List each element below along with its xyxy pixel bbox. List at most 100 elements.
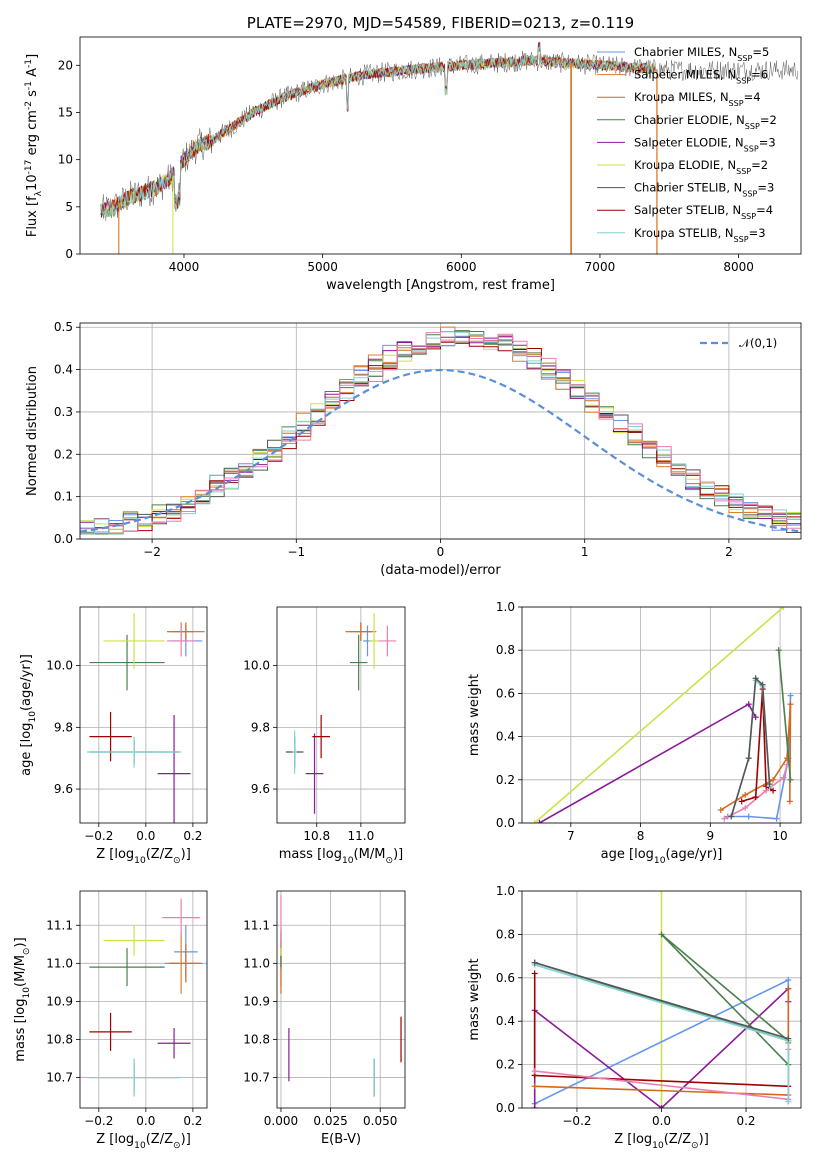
x-tick-label: 0.0 bbox=[136, 829, 155, 843]
y-tick-label: 0.0 bbox=[496, 1101, 515, 1115]
chart-title: PLATE=2970, MJD=54589, FIBERID=0213, z=0… bbox=[247, 14, 634, 32]
x-tick-label: 0 bbox=[437, 545, 445, 559]
y-tick-label: 0.4 bbox=[54, 363, 73, 377]
legend-label: Salpeter MILES, NSSP=6 bbox=[634, 68, 768, 86]
panel-mass-vs-EBV: 0.000 0.025 0.050 10.7 10.8 10.9 11.0 11.1 E(B-V… bbox=[243, 890, 406, 1147]
y-tick-label: 0.0 bbox=[54, 532, 73, 546]
x-axis-label: Z [log10(Z/Z⊙)] bbox=[614, 1132, 709, 1151]
x-tick-label: 5000 bbox=[307, 260, 338, 274]
plot-area bbox=[87, 898, 203, 1097]
x-axis-label: wavelength [Angstrom, rest frame] bbox=[326, 278, 555, 293]
x-tick-label: 0.0 bbox=[652, 1114, 671, 1128]
y-tick-label: 11.0 bbox=[243, 956, 270, 970]
axes-frame bbox=[276, 890, 406, 1109]
x-tick-label: −2 bbox=[143, 545, 161, 559]
y-tick-label: 15 bbox=[58, 105, 73, 119]
y-tick-label: 10.8 bbox=[243, 1032, 270, 1046]
y-tick-label: 9.6 bbox=[251, 782, 270, 796]
legend-label: Chabrier ELODIE, NSSP=2 bbox=[634, 113, 777, 131]
y-axis-label: Normed distribution bbox=[25, 366, 40, 496]
y-tick-label: 11.1 bbox=[243, 918, 270, 932]
y-tick-label: 9.6 bbox=[54, 782, 73, 796]
x-tick-label: 0.025 bbox=[313, 1114, 347, 1128]
legend-label: Chabrier MILES, NSSP=5 bbox=[634, 45, 769, 63]
x-axis-label: (data-model)/error bbox=[380, 563, 501, 578]
axes-frame bbox=[79, 606, 208, 824]
axes-frame bbox=[276, 606, 406, 824]
x-tick-label: 0.2 bbox=[736, 1114, 755, 1128]
y-tick-label: 0.4 bbox=[496, 730, 515, 744]
plot-area bbox=[531, 607, 794, 823]
x-axis-label: mass [log10(M/M⊙)] bbox=[279, 847, 403, 866]
y-tick-label: 0.6 bbox=[496, 686, 515, 700]
plot-area bbox=[100, 41, 799, 254]
x-tick-label: 8000 bbox=[723, 260, 754, 274]
spectrum-line bbox=[100, 44, 656, 218]
x-tick-label: −0.2 bbox=[562, 1114, 591, 1128]
y-tick-label: 0.8 bbox=[496, 643, 515, 657]
y-tick-label: 9.8 bbox=[251, 720, 270, 734]
legend-label: Salpeter STELIB, NSSP=4 bbox=[634, 203, 773, 221]
x-tick-label: 0.000 bbox=[264, 1114, 298, 1128]
y-tick-label: 11.1 bbox=[46, 918, 73, 932]
legend-label: Kroupa MILES, NSSP=4 bbox=[634, 90, 761, 108]
spectrum-line bbox=[100, 44, 656, 218]
x-tick-label: 10 bbox=[772, 829, 787, 843]
x-tick-label: 8 bbox=[637, 829, 645, 843]
panel-spectrum: 4000 5000 6000 7000 8000 0 5 10 15 20 wavelength [… bbox=[24, 14, 802, 293]
x-axis-label: E(B-V) bbox=[321, 1132, 361, 1147]
y-tick-label: 10 bbox=[58, 153, 73, 167]
x-tick-label: 0.0 bbox=[136, 1114, 155, 1128]
legend-label: Chabrier STELIB, NSSP=3 bbox=[634, 181, 774, 199]
y-axis-label: mass weight bbox=[467, 958, 482, 1040]
x-axis-label: Z [log10(Z/Z⊙)] bbox=[96, 1132, 191, 1151]
y-tick-label: 10.8 bbox=[46, 1032, 73, 1046]
legend: 𝒩(0,1) bbox=[700, 336, 777, 350]
y-tick-label: 0.8 bbox=[496, 927, 515, 941]
y-tick-label: 9.8 bbox=[54, 720, 73, 734]
normal-curve bbox=[80, 368, 799, 533]
x-tick-label: −0.2 bbox=[84, 1114, 113, 1128]
y-tick-label: 0.2 bbox=[54, 447, 73, 461]
y-axis-label: Flux [fλ10-17 erg cm-2 s-1 A-1] bbox=[24, 54, 44, 237]
weight-line bbox=[534, 933, 789, 1066]
y-tick-label: 0.2 bbox=[496, 1058, 515, 1072]
y-tick-label: 0.5 bbox=[54, 320, 73, 334]
panel-massweight-vs-Z: −0.2 0.0 0.2 0.0 0.2 0.4 0.6 0.8 1.0 Z [log10(Z/Z… bbox=[467, 884, 802, 1151]
histogram-step bbox=[80, 332, 801, 535]
y-tick-label: 10.0 bbox=[243, 659, 270, 673]
axes-frame bbox=[79, 890, 208, 1109]
y-tick-label: 0.4 bbox=[496, 1014, 515, 1028]
panel-mass-vs-Z: −0.2 0.0 0.2 10.7 10.8 10.9 11.0 11.1 Z [log10(Z… bbox=[13, 890, 208, 1151]
panel-residuals: −2 −1 0 1 2 0.0 0.1 0.2 0.3 0.4 0.5 (data-model)/er… bbox=[25, 320, 802, 578]
legend-label: Salpeter ELODIE, NSSP=3 bbox=[634, 135, 776, 153]
y-tick-label: 10.7 bbox=[243, 1071, 270, 1085]
y-tick-label: 1.0 bbox=[496, 884, 515, 898]
x-tick-label: 7000 bbox=[585, 260, 616, 274]
legend-label: Kroupa STELIB, NSSP=3 bbox=[634, 226, 766, 244]
plot-area bbox=[87, 613, 205, 823]
y-tick-label: 0.0 bbox=[496, 816, 515, 830]
legend: Chabrier MILES, NSSP=5 Salpeter MILES, NS… bbox=[597, 45, 777, 243]
x-axis-label: Z [log10(Z/Z⊙)] bbox=[96, 847, 191, 866]
x-tick-label: 11.0 bbox=[348, 829, 375, 843]
weight-line bbox=[777, 650, 792, 780]
weight-line bbox=[534, 961, 789, 1040]
plot-area bbox=[80, 326, 801, 535]
y-tick-label: 0.3 bbox=[54, 405, 73, 419]
axes-frame bbox=[79, 36, 802, 255]
x-tick-label: 9 bbox=[707, 829, 715, 843]
x-axis-label: age [log10(age/yr)] bbox=[601, 847, 723, 866]
x-tick-label: −1 bbox=[287, 545, 305, 559]
y-tick-label: 0 bbox=[65, 247, 73, 261]
x-tick-label: 0.050 bbox=[363, 1114, 397, 1128]
x-tick-label: 10.8 bbox=[303, 829, 330, 843]
plot-area bbox=[531, 891, 792, 1108]
y-tick-label: 20 bbox=[58, 58, 73, 72]
y-tick-label: 0.1 bbox=[54, 490, 73, 504]
plot-area bbox=[280, 894, 402, 1097]
axes-frame bbox=[521, 606, 802, 824]
y-axis-label: mass weight bbox=[467, 674, 482, 756]
x-tick-label: 0.2 bbox=[183, 1114, 202, 1128]
